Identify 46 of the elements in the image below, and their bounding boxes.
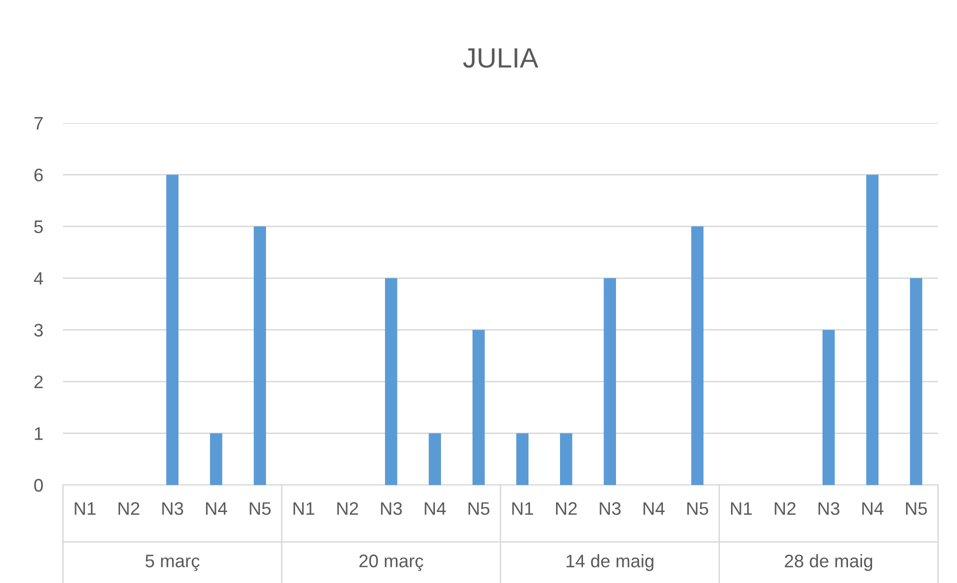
x-tick-label: N1 [294, 502, 314, 515]
y-tick-label: 7 [34, 117, 43, 130]
bar [166, 174, 178, 485]
x-tick-label: N2 [337, 502, 358, 515]
x-tick-label: N5 [687, 502, 708, 515]
x-tick-label: N3 [818, 502, 840, 515]
x-tick-label: N5 [468, 502, 490, 515]
bar [866, 174, 878, 485]
bar [604, 278, 616, 485]
x-tick-label: N3 [162, 502, 184, 515]
y-tick-label: 5 [34, 220, 43, 234]
x-tick-label: N2 [556, 502, 577, 515]
y-tick-label: 2 [34, 376, 43, 388]
x-tick-label: N4 [644, 502, 665, 515]
bar [691, 226, 704, 485]
bar [910, 278, 922, 485]
text: 28 de maig [784, 554, 872, 571]
bar [254, 226, 266, 485]
y-tick-label: 0 [34, 478, 43, 492]
x-tick-label: N1 [74, 502, 96, 515]
chart-title: JULIA [463, 48, 538, 68]
text: 14 de maig [566, 554, 654, 571]
x-tick-label: N3 [381, 502, 402, 515]
text: 20 març [359, 554, 424, 571]
x-tick-label: N1 [731, 502, 752, 515]
x-tick-label: N2 [774, 502, 796, 515]
bar [472, 330, 485, 485]
x-tick-label: N4 [206, 502, 228, 515]
x-tick-label: N5 [906, 502, 927, 515]
bar [822, 330, 835, 485]
x-tick-label: N2 [118, 502, 140, 515]
y-tick-label: 6 [34, 168, 43, 182]
bar [516, 433, 528, 485]
bar [210, 433, 222, 485]
y-tick-label: 1 [34, 427, 43, 440]
x-tick-label: N3 [600, 502, 621, 515]
bar [560, 433, 572, 485]
bar [385, 278, 398, 485]
y-tick-label: 3 [34, 324, 43, 337]
x-tick-label: N4 [862, 502, 884, 515]
bar [428, 433, 441, 485]
x-tick-label: N1 [512, 502, 534, 515]
y-tick-label: 4 [34, 272, 44, 285]
x-tick-label: N4 [424, 502, 446, 515]
x-tick-label: N5 [250, 502, 271, 515]
text: 5 març [146, 554, 200, 571]
